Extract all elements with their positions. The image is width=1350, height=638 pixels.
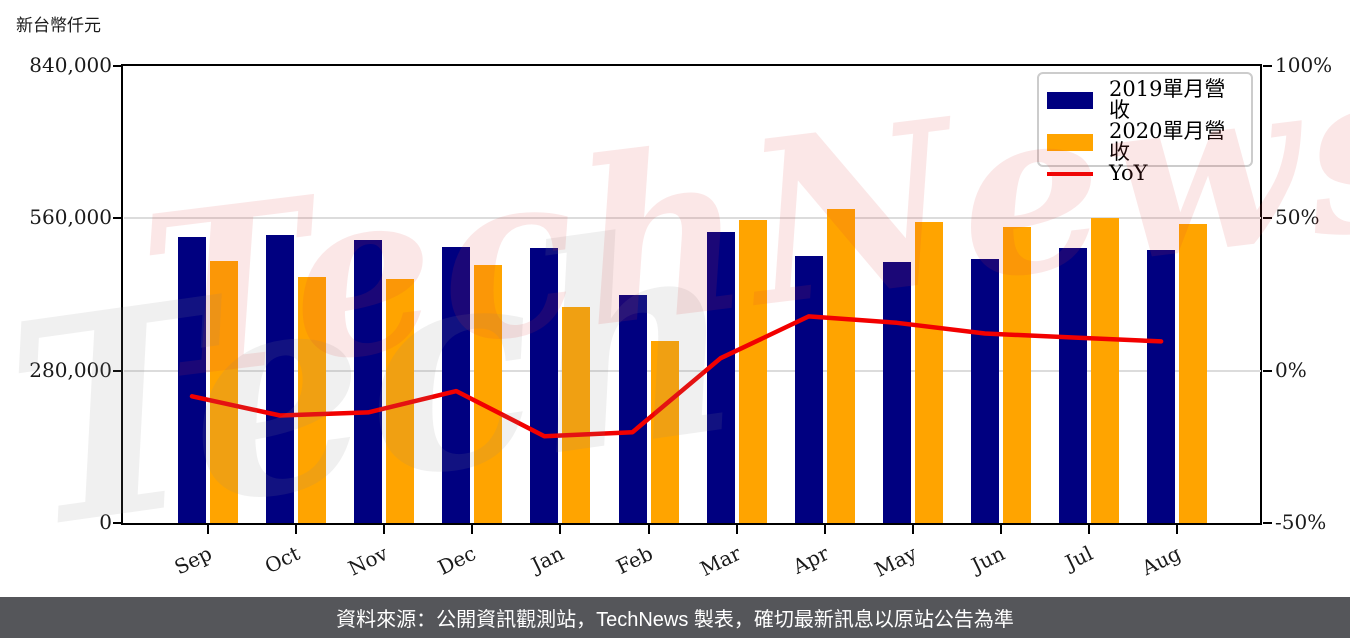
bar-2020-aug bbox=[1179, 223, 1208, 523]
bar-2020-feb bbox=[650, 340, 679, 523]
legend-label-2020: 2020單月營收 bbox=[1109, 119, 1226, 164]
chart-legend: 2019單月營收 2020單月營收 YoY bbox=[1037, 72, 1253, 184]
legend-item-yoy: YoY bbox=[1047, 163, 1245, 184]
bar-2019-jun bbox=[970, 259, 999, 523]
bar-2019-feb bbox=[618, 294, 647, 523]
x-axis-tick bbox=[207, 525, 209, 534]
right-axis-tick bbox=[1263, 217, 1272, 220]
y-axis-tick-label: 840,000 bbox=[29, 53, 112, 77]
x-axis-tick bbox=[383, 525, 386, 534]
right-axis-tick bbox=[1263, 369, 1272, 372]
x-axis-tick bbox=[999, 525, 1002, 534]
plot-area-frame bbox=[121, 64, 1262, 525]
y-axis-tick bbox=[113, 522, 122, 524]
bar-2019-jan bbox=[530, 247, 559, 523]
bar-2020-jul bbox=[1091, 218, 1119, 523]
x-axis-tick bbox=[735, 525, 738, 534]
y-axis-tick bbox=[113, 65, 122, 67]
bar-2020-jan bbox=[562, 307, 591, 523]
x-axis-tick bbox=[559, 525, 562, 534]
bar-2019-dec bbox=[442, 246, 471, 523]
x-axis-tick bbox=[471, 525, 474, 534]
x-axis-tick bbox=[1088, 525, 1090, 534]
right-axis-tick-label: 50% bbox=[1275, 205, 1320, 230]
y-axis-tick-label: 280,000 bbox=[29, 357, 112, 382]
legend-swatch-yoy-line bbox=[1047, 171, 1093, 176]
y-axis-tick-label: 560,000 bbox=[29, 205, 112, 230]
source-footer-text: 資料來源：公開資訊觀測站，TechNews 製表，確切最新訊息以原站公告為準 bbox=[336, 609, 1014, 631]
y-axis-tick-label: 0 bbox=[99, 510, 112, 534]
legend-label-2019: 2019單月營收 bbox=[1109, 77, 1226, 122]
right-axis-tick-label: 100% bbox=[1275, 53, 1333, 77]
bar-2019-oct bbox=[266, 234, 295, 523]
bar-2019-apr bbox=[794, 256, 823, 523]
bar-2019-may bbox=[882, 262, 911, 523]
source-footer-bar: 資料來源：公開資訊觀測站，TechNews 製表，確切最新訊息以原站公告為準 bbox=[0, 597, 1350, 638]
left-axis-unit-label: 新台幣仟元 bbox=[16, 16, 101, 36]
x-axis-tick bbox=[647, 525, 650, 534]
legend-item-2019: 2019單月營收 bbox=[1047, 79, 1245, 121]
bar-2020-nov bbox=[386, 278, 415, 523]
bar-2019-sep bbox=[178, 236, 206, 523]
bar-2020-dec bbox=[474, 265, 503, 523]
bar-2020-oct bbox=[298, 277, 327, 523]
gridline bbox=[124, 217, 1261, 220]
right-axis-tick-label: 0% bbox=[1275, 357, 1307, 382]
legend-swatch-2020 bbox=[1047, 133, 1093, 151]
bar-2019-mar bbox=[706, 231, 735, 523]
bar-2019-aug bbox=[1147, 249, 1176, 523]
legend-swatch-2019 bbox=[1047, 91, 1093, 109]
right-axis-tick bbox=[1263, 522, 1272, 524]
right-axis-tick bbox=[1263, 65, 1272, 67]
x-axis-tick bbox=[911, 525, 914, 534]
bar-2020-sep bbox=[210, 260, 238, 523]
legend-item-2020: 2020單月營收 bbox=[1047, 121, 1245, 163]
x-axis-tick bbox=[823, 525, 826, 534]
bar-2019-nov bbox=[354, 240, 383, 523]
bar-2020-mar bbox=[738, 219, 767, 523]
bar-2020-may bbox=[914, 221, 943, 523]
x-axis-tick bbox=[1176, 525, 1179, 534]
x-axis-tick bbox=[295, 525, 298, 534]
right-axis-tick-label: -50% bbox=[1275, 510, 1327, 534]
bar-2020-jun bbox=[1002, 227, 1031, 523]
legend-label-yoy: YoY bbox=[1109, 161, 1148, 185]
bar-2020-apr bbox=[826, 209, 855, 523]
y-axis-tick bbox=[113, 217, 122, 220]
bar-2019-jul bbox=[1059, 248, 1087, 523]
y-axis-tick bbox=[113, 369, 122, 372]
